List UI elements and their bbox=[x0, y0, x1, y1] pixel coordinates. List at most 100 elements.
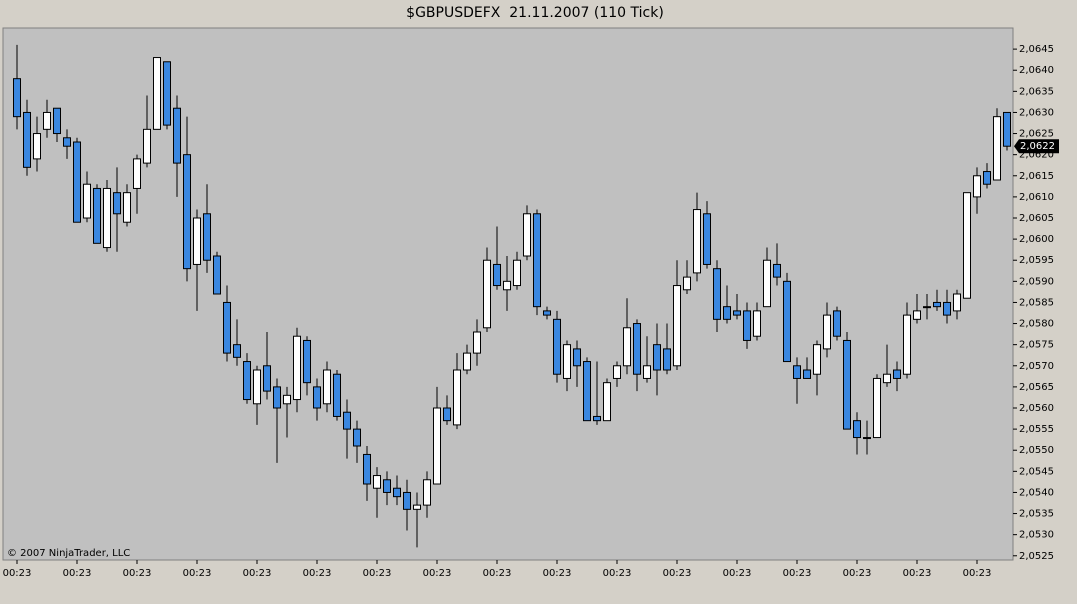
candle-body bbox=[763, 259, 771, 308]
candle-body bbox=[333, 373, 341, 417]
candle-body bbox=[363, 453, 371, 485]
candle-body bbox=[813, 344, 821, 375]
x-tick-label: 00:23 bbox=[663, 568, 692, 579]
candle-body bbox=[883, 373, 891, 384]
candle-body bbox=[643, 365, 651, 379]
candle-body bbox=[53, 107, 61, 135]
candle-body bbox=[173, 107, 181, 164]
y-tick-label: 2,0570 bbox=[1019, 361, 1054, 372]
candle-body bbox=[93, 187, 101, 244]
candle-body bbox=[613, 365, 621, 379]
candle-body bbox=[433, 407, 441, 485]
y-tick-label: 2,0595 bbox=[1019, 255, 1054, 266]
last-price-box bbox=[1014, 139, 1059, 154]
candle-body bbox=[893, 369, 901, 379]
candle-body bbox=[933, 301, 941, 308]
y-tick-label: 2,0620 bbox=[1019, 150, 1054, 161]
candle-body bbox=[923, 306, 931, 309]
candle-body bbox=[623, 327, 631, 367]
candle-body bbox=[633, 323, 641, 375]
candle-body bbox=[753, 310, 761, 337]
y-tick-label: 2,0605 bbox=[1019, 213, 1054, 224]
candle-body bbox=[203, 213, 211, 261]
x-tick-label: 00:23 bbox=[843, 568, 872, 579]
x-tick-label: 00:23 bbox=[63, 568, 92, 579]
candle-body bbox=[603, 382, 611, 422]
x-tick-label: 00:23 bbox=[3, 568, 32, 579]
copyright: © 2007 NinjaTrader, LLC bbox=[7, 548, 130, 559]
y-tick-label: 2,0580 bbox=[1019, 319, 1054, 330]
candle-body bbox=[193, 217, 201, 265]
x-tick-label: 00:23 bbox=[303, 568, 332, 579]
y-tick-label: 2,0630 bbox=[1019, 107, 1054, 118]
y-tick-label: 2,0635 bbox=[1019, 86, 1054, 97]
candle-body bbox=[283, 394, 291, 405]
candle-body bbox=[143, 128, 151, 164]
candle-body bbox=[833, 310, 841, 337]
candle-body bbox=[273, 386, 281, 409]
candle-body bbox=[43, 111, 51, 130]
candle-body bbox=[803, 369, 811, 379]
x-tick-label: 00:23 bbox=[123, 568, 152, 579]
candle-body bbox=[463, 352, 471, 371]
y-tick-label: 2,0555 bbox=[1019, 424, 1054, 435]
y-tick-label: 2,0575 bbox=[1019, 340, 1054, 351]
candle-body bbox=[863, 437, 871, 440]
x-tick-label: 00:23 bbox=[603, 568, 632, 579]
candle-body bbox=[313, 386, 321, 409]
candle-body bbox=[513, 259, 521, 287]
candle-body bbox=[673, 285, 681, 367]
candle-body bbox=[743, 310, 751, 341]
candle-body bbox=[533, 213, 541, 308]
y-tick-label: 2,0565 bbox=[1019, 382, 1054, 393]
candle-body bbox=[773, 263, 781, 278]
candle-body bbox=[793, 365, 801, 379]
candle-body bbox=[413, 504, 421, 510]
x-tick-label: 00:23 bbox=[183, 568, 212, 579]
candle-body bbox=[593, 415, 601, 422]
plot-area bbox=[2, 27, 1014, 561]
candle-body bbox=[303, 339, 311, 384]
y-tick-label: 2,0540 bbox=[1019, 487, 1054, 498]
x-tick-label: 00:23 bbox=[543, 568, 572, 579]
candle-body bbox=[323, 369, 331, 405]
candle-body bbox=[83, 183, 91, 219]
y-tick-label: 2,0610 bbox=[1019, 192, 1054, 203]
y-tick-label: 2,0585 bbox=[1019, 297, 1054, 308]
candle-body bbox=[733, 310, 741, 316]
candle-body bbox=[723, 306, 731, 320]
x-tick-label: 00:23 bbox=[963, 568, 992, 579]
candle-body bbox=[233, 344, 241, 358]
candle-body bbox=[653, 344, 661, 371]
candle-body bbox=[783, 280, 791, 363]
x-tick-label: 00:23 bbox=[423, 568, 452, 579]
y-tick-label: 2,0560 bbox=[1019, 403, 1054, 414]
candle-body bbox=[73, 141, 81, 223]
candle-body bbox=[973, 175, 981, 198]
y-tick-label: 2,0640 bbox=[1019, 65, 1054, 76]
candle-body bbox=[703, 213, 711, 265]
candle-body bbox=[873, 377, 881, 439]
candle-body bbox=[853, 420, 861, 439]
x-tick-label: 00:23 bbox=[363, 568, 392, 579]
candle-body bbox=[583, 361, 591, 422]
candle-body bbox=[33, 133, 41, 160]
candle-body bbox=[183, 154, 191, 270]
candle-body bbox=[483, 259, 491, 329]
candle-body bbox=[163, 61, 171, 126]
candle-body bbox=[503, 280, 511, 291]
x-tick-label: 00:23 bbox=[783, 568, 812, 579]
candle-body bbox=[663, 348, 671, 371]
candle-body bbox=[543, 310, 551, 316]
candle-body bbox=[423, 479, 431, 506]
candle-body bbox=[573, 348, 581, 367]
y-tick-label: 2,0525 bbox=[1019, 551, 1054, 562]
candle-body bbox=[293, 335, 301, 401]
candle-body bbox=[153, 57, 161, 130]
candle-body bbox=[1003, 111, 1011, 147]
candle-body bbox=[13, 78, 21, 118]
x-tick-label: 00:23 bbox=[903, 568, 932, 579]
candle-body bbox=[563, 344, 571, 379]
y-tick-label: 2,0545 bbox=[1019, 466, 1054, 477]
